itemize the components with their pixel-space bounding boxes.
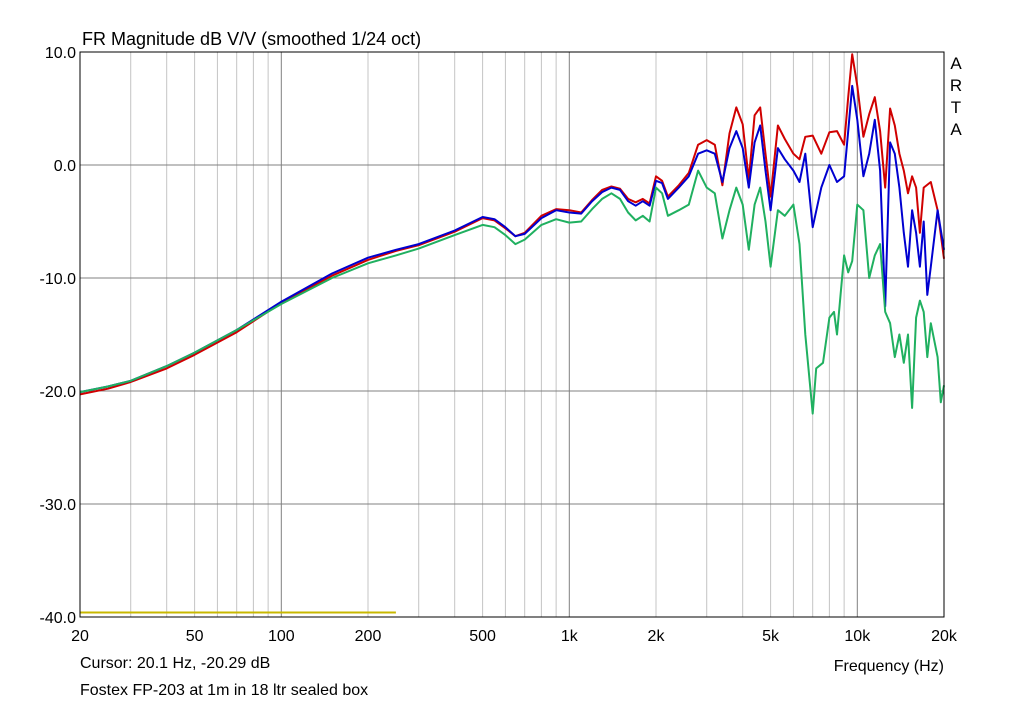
arta-letter: T xyxy=(951,98,961,117)
x-tick-label: 100 xyxy=(268,628,295,645)
x-tick-label: 20k xyxy=(931,628,958,645)
x-tick-labels: 20 50 100 200 500 1k 2k 5k 10k 20k xyxy=(71,628,958,645)
y-tick-label: 10.0 xyxy=(45,45,76,62)
series-line-2 xyxy=(79,84,945,394)
chart-title: FR Magnitude dB V/V (smoothed 1/24 oct) xyxy=(82,29,421,49)
x-tick-label: 5k xyxy=(762,628,780,645)
arta-letter: A xyxy=(950,120,962,139)
series-lines xyxy=(79,53,945,614)
x-tick-label: 1k xyxy=(561,628,579,645)
arta-letter: R xyxy=(950,76,962,95)
x-tick-label: 50 xyxy=(186,628,204,645)
x-tick-label: 20 xyxy=(71,628,89,645)
series-line-3 xyxy=(79,169,945,415)
grid-lines xyxy=(80,52,944,617)
x-tick-label: 2k xyxy=(648,628,666,645)
arta-letter: A xyxy=(950,54,962,73)
cursor-readout: Cursor: 20.1 Hz, -20.29 dB xyxy=(80,655,271,672)
y-tick-label: -30.0 xyxy=(40,497,77,514)
x-tick-label: 10k xyxy=(844,628,871,645)
y-tick-label: -20.0 xyxy=(40,384,77,401)
y-tick-label: 0.0 xyxy=(54,158,76,175)
plot-frame xyxy=(79,51,945,618)
y-tick-label: -10.0 xyxy=(40,271,77,288)
series-line-1 xyxy=(79,53,945,396)
y-tick-label: -40.0 xyxy=(40,610,77,627)
plot-background xyxy=(80,52,944,617)
x-tick-label: 500 xyxy=(469,628,496,645)
x-tick-label: 200 xyxy=(355,628,382,645)
chart-caption: Fostex FP-203 at 1m in 18 ltr sealed box xyxy=(80,682,369,699)
x-axis-label: Frequency (Hz) xyxy=(834,658,944,675)
y-tick-labels: 10.0 0.0 -10.0 -20.0 -30.0 -40.0 xyxy=(40,45,77,627)
